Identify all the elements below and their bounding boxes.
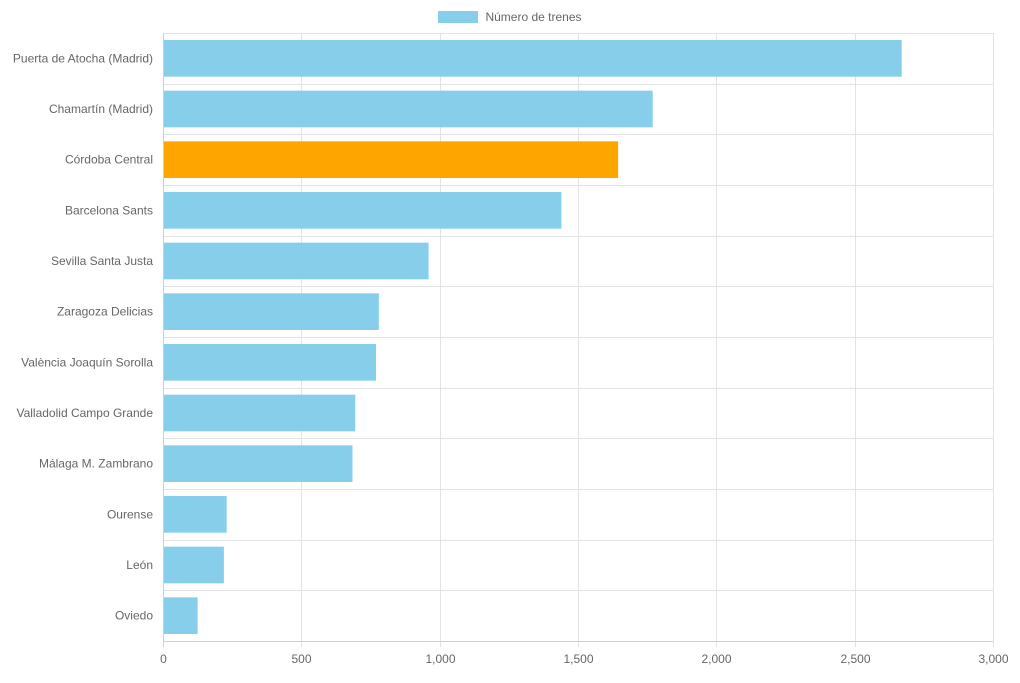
bar: [164, 496, 227, 533]
x-tick-label: 2,500: [840, 652, 870, 666]
y-tick-label: Chamartín (Madrid): [49, 102, 153, 116]
x-tick-label: 3,000: [978, 652, 1008, 666]
y-tick-label: Ourense: [107, 507, 153, 521]
legend: Número de trenes: [0, 8, 1020, 26]
x-tick-label: 2,000: [701, 652, 731, 666]
x-tick-label: 1,000: [425, 652, 455, 666]
legend-label: Número de trenes: [485, 10, 582, 24]
y-tick-label: Oviedo: [115, 609, 153, 623]
bar: [164, 90, 653, 128]
y-tick-label: Sevilla Santa Justa: [51, 254, 153, 268]
x-tick-label: 1,500: [563, 652, 593, 666]
grid: [163, 33, 994, 647]
bars: [164, 40, 902, 634]
bar: [164, 344, 377, 381]
bar: [164, 40, 902, 77]
y-tick-label: León: [126, 558, 153, 572]
y-axis-labels: Puerta de Atocha (Madrid) Chamartín (Madr…: [13, 51, 153, 622]
x-tick-label: 0: [160, 652, 167, 666]
y-tick-label: València Joaquín Sorolla: [21, 355, 153, 369]
bar: [164, 141, 619, 178]
y-tick-label: Valladolid Campo Grande: [16, 406, 153, 420]
y-tick-label: Málaga M. Zambrano: [39, 457, 153, 471]
bar: [164, 394, 356, 432]
legend-item[interactable]: Número de trenes: [438, 10, 582, 24]
y-tick-label: Córdoba Central: [65, 153, 153, 167]
y-tick-label: Zaragoza Delicias: [57, 305, 153, 319]
bar: [164, 546, 224, 584]
bar: [164, 445, 353, 482]
x-axis-labels: 0 500 1,000 1,500 2,000 2,500 3,000: [160, 652, 1009, 666]
bar: [164, 597, 198, 634]
bar: [164, 242, 429, 280]
y-tick-label: Puerta de Atocha (Madrid): [13, 51, 153, 65]
legend-swatch: [438, 11, 479, 23]
x-tick-label: 500: [291, 652, 311, 666]
y-tick-label: Barcelona Sants: [65, 203, 153, 217]
bar: [164, 293, 379, 330]
bar: [164, 192, 562, 229]
